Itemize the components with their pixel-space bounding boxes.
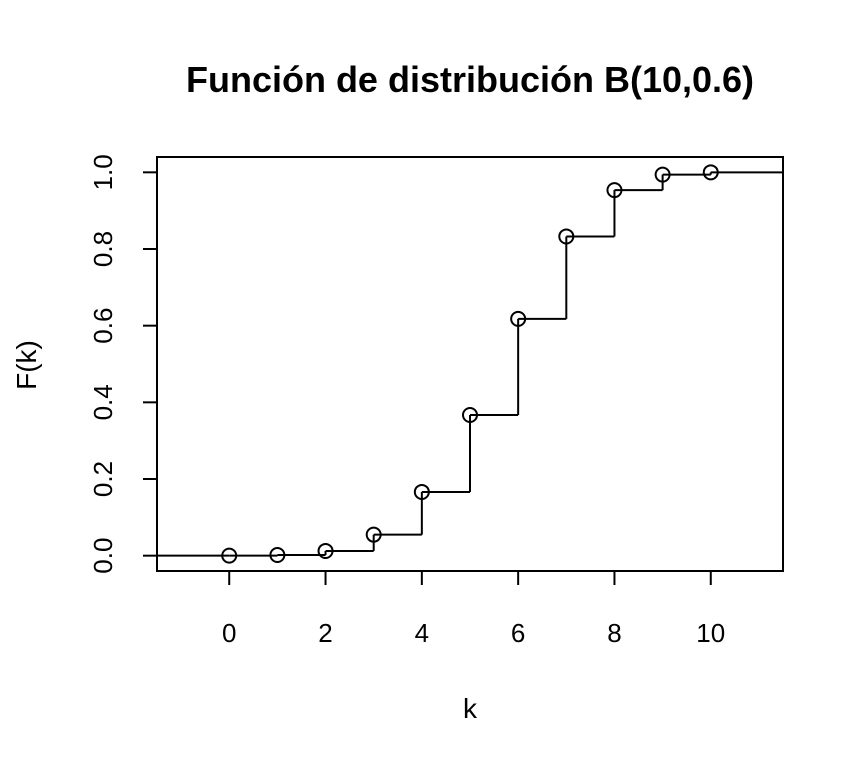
x-tick-label: 6 <box>511 618 525 648</box>
data-point <box>365 526 382 543</box>
data-point <box>317 542 334 559</box>
x-tick-label: 10 <box>696 618 725 648</box>
chart-title: Función de distribución B(10,0.6) <box>186 59 754 100</box>
x-axis-label: k <box>463 693 478 724</box>
series-layer <box>157 164 783 564</box>
x-tick-label: 8 <box>607 618 621 648</box>
data-point <box>654 166 671 183</box>
x-axis: 0 2 4 6 8 10 <box>222 570 725 648</box>
data-point <box>221 547 238 564</box>
data-point <box>413 483 430 500</box>
y-axis-label: F(k) <box>11 340 42 390</box>
y-tick-label: 0.6 <box>88 308 118 344</box>
plot-frame <box>156 156 784 572</box>
x-tick-label: 2 <box>318 618 332 648</box>
y-tick-label: 0.8 <box>88 231 118 267</box>
y-axis: 0.0 0.2 0.4 0.6 0.8 1.0 <box>88 154 158 574</box>
x-tick-label: 4 <box>415 618 429 648</box>
data-point <box>462 407 478 424</box>
y-tick-label: 0.2 <box>88 461 118 497</box>
data-point <box>269 547 286 564</box>
data-point <box>606 182 623 199</box>
data-point <box>510 310 527 327</box>
y-tick-label: 1.0 <box>88 154 118 190</box>
data-point <box>702 164 719 181</box>
y-tick-label: 0.4 <box>88 384 118 420</box>
data-point <box>558 228 575 245</box>
x-tick-label: 0 <box>222 618 236 648</box>
y-tick-label: 0.0 <box>88 538 118 574</box>
